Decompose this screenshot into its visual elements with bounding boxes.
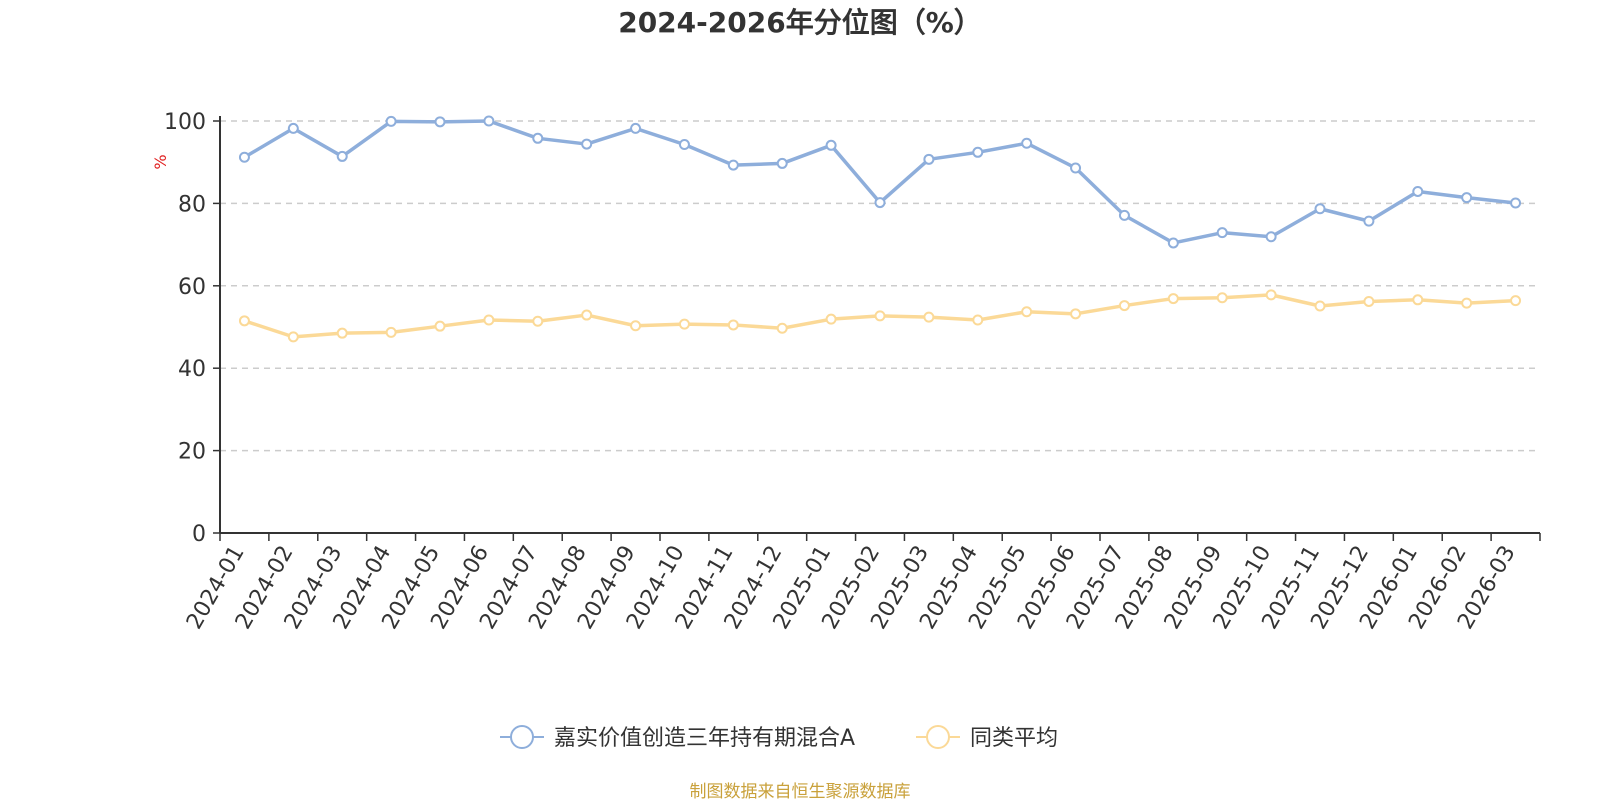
data-point[interactable]: [727, 159, 739, 171]
data-point[interactable]: [1363, 295, 1375, 307]
legend-item-0[interactable]: 嘉实价值创造三年持有期混合A: [500, 725, 855, 751]
data-point[interactable]: [874, 197, 886, 209]
grid-lines: [220, 120, 1540, 452]
data-point[interactable]: [727, 319, 739, 331]
data-point[interactable]: [630, 320, 642, 332]
data-point[interactable]: [287, 122, 299, 134]
data-point[interactable]: [434, 320, 446, 332]
y-tick-label: 0: [192, 522, 206, 547]
data-point[interactable]: [238, 315, 250, 327]
legend-marker-icon: [926, 725, 950, 749]
axes: [219, 116, 1540, 534]
legend-marker-icon: [510, 725, 534, 749]
data-point[interactable]: [1118, 209, 1130, 221]
series-layer: [238, 115, 1522, 343]
y-axis-unit-label: %: [151, 154, 170, 169]
data-point[interactable]: [776, 157, 788, 169]
data-point[interactable]: [825, 139, 837, 151]
data-point[interactable]: [532, 315, 544, 327]
data-point[interactable]: [678, 138, 690, 150]
data-point[interactable]: [1167, 237, 1179, 249]
data-point[interactable]: [1314, 300, 1326, 312]
source-note: 制图数据来自恒生聚源数据库: [690, 782, 911, 800]
y-tick-label: 20: [178, 440, 206, 465]
data-point[interactable]: [434, 116, 446, 128]
data-point[interactable]: [1265, 231, 1277, 243]
data-point[interactable]: [630, 122, 642, 134]
series-0: [238, 115, 1522, 249]
chart-title: 2024-2026年分位图（%）: [618, 6, 982, 39]
data-point[interactable]: [1363, 215, 1375, 227]
data-point[interactable]: [532, 132, 544, 144]
y-tick-label: 60: [178, 275, 206, 300]
y-tick-label: 80: [178, 192, 206, 217]
data-point[interactable]: [336, 150, 348, 162]
data-point[interactable]: [1510, 295, 1522, 307]
data-point[interactable]: [1265, 289, 1277, 301]
data-point[interactable]: [972, 314, 984, 326]
data-point[interactable]: [483, 314, 495, 326]
data-point[interactable]: [581, 309, 593, 321]
legend-label: 嘉实价值创造三年持有期混合A: [554, 726, 855, 751]
data-point[interactable]: [581, 138, 593, 150]
data-point[interactable]: [776, 322, 788, 334]
data-point[interactable]: [1412, 294, 1424, 306]
data-point[interactable]: [923, 311, 935, 323]
data-point[interactable]: [1510, 197, 1522, 209]
x-axis-ticks: 2024-012024-022024-032024-042024-052024-…: [182, 533, 1541, 634]
legend[interactable]: 嘉实价值创造三年持有期混合A 同类平均: [500, 725, 1058, 751]
data-point[interactable]: [1167, 293, 1179, 305]
legend-label: 同类平均: [970, 726, 1058, 751]
y-tick-label: 40: [178, 357, 206, 382]
data-point[interactable]: [1412, 185, 1424, 197]
data-point[interactable]: [1021, 137, 1033, 149]
legend-item-1[interactable]: 同类平均: [916, 725, 1058, 751]
data-point[interactable]: [385, 115, 397, 127]
series-1: [238, 289, 1522, 343]
data-point[interactable]: [972, 146, 984, 158]
data-point[interactable]: [483, 115, 495, 127]
data-point[interactable]: [336, 327, 348, 339]
data-point[interactable]: [1118, 300, 1130, 312]
data-point[interactable]: [1461, 192, 1473, 204]
data-point[interactable]: [1314, 203, 1326, 215]
data-point[interactable]: [1216, 292, 1228, 304]
data-point[interactable]: [1021, 306, 1033, 318]
data-point[interactable]: [825, 313, 837, 325]
data-point[interactable]: [1216, 227, 1228, 239]
data-point[interactable]: [874, 310, 886, 322]
data-point[interactable]: [238, 151, 250, 163]
y-axis-ticks: 0 20 40 60 80 100: [164, 110, 220, 547]
data-point[interactable]: [678, 318, 690, 330]
data-point[interactable]: [1070, 162, 1082, 174]
data-point[interactable]: [923, 153, 935, 165]
series-line: [242, 119, 1518, 245]
data-point[interactable]: [1070, 308, 1082, 320]
data-point[interactable]: [287, 331, 299, 343]
data-point[interactable]: [385, 326, 397, 338]
y-tick-label: 100: [164, 110, 206, 135]
data-point[interactable]: [1461, 297, 1473, 309]
